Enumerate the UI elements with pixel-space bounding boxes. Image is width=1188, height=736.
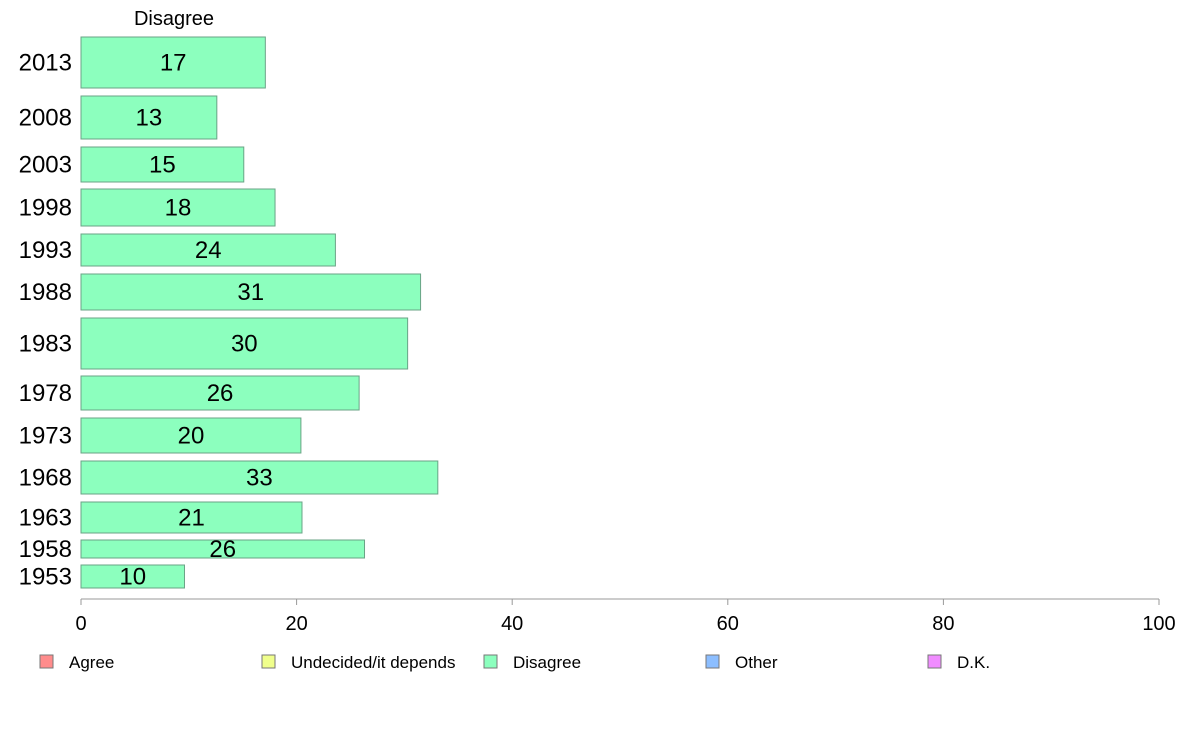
bar-2013 xyxy=(80,36,266,89)
bar-1978 xyxy=(80,375,360,411)
legend-label-4: D.K. xyxy=(957,653,990,672)
y-tick-label-1998: 1998 xyxy=(19,195,72,222)
data-label-1993: 24 xyxy=(195,237,222,264)
bar-1983 xyxy=(80,317,409,370)
x-tick-label-20: 20 xyxy=(285,613,307,635)
bar-1973 xyxy=(80,417,302,454)
panel-title: Disagree xyxy=(134,8,214,30)
bar-1953 xyxy=(80,564,185,589)
data-label-1988: 31 xyxy=(237,279,264,306)
bar-1998 xyxy=(80,188,276,227)
data-label-1978: 26 xyxy=(207,380,234,407)
y-tick-label-1983: 1983 xyxy=(19,331,72,358)
legend-swatch-0 xyxy=(39,654,54,669)
x-tick-label-40: 40 xyxy=(501,613,523,635)
y-tick-label-1988: 1988 xyxy=(19,279,72,306)
bar-1963 xyxy=(80,501,303,534)
y-tick-label-1978: 1978 xyxy=(19,380,72,407)
x-tick-label-60: 60 xyxy=(717,613,739,635)
data-label-2008: 13 xyxy=(136,105,163,132)
y-tick-label-1993: 1993 xyxy=(19,237,72,264)
legend: Agree Undecided/it depends Disagree Other D.… xyxy=(39,653,990,672)
data-label-2003: 15 xyxy=(149,152,176,179)
data-label-1973: 20 xyxy=(178,423,205,450)
bar-1993 xyxy=(80,233,336,267)
legend-label-1: Undecided/it depends xyxy=(291,653,455,672)
y-tick-label-1968: 1968 xyxy=(19,465,72,492)
data-label-1968: 33 xyxy=(246,465,273,492)
y-tick-label-2008: 2008 xyxy=(19,105,72,132)
y-tick-label-2003: 2003 xyxy=(19,152,72,179)
legend-swatch-4 xyxy=(927,654,942,669)
bar-2003 xyxy=(80,146,245,183)
bars-layer: 2013 17 2008 13 2003 15 1998 18 1993 24 1988 31 1983… xyxy=(19,36,439,591)
y-tick-label-1958: 1958 xyxy=(19,536,72,563)
legend-swatch-2 xyxy=(483,654,498,669)
x-tick-label-0: 0 xyxy=(75,613,86,635)
y-tick-label-2013: 2013 xyxy=(19,50,72,77)
x-tick-label-80: 80 xyxy=(932,613,954,635)
bar-2008 xyxy=(80,95,218,140)
x-tick-label-100: 100 xyxy=(1142,613,1175,635)
bar-1958 xyxy=(80,539,366,559)
x-axis: 0 20 40 60 80 100 xyxy=(75,598,1176,635)
data-label-2013: 17 xyxy=(160,50,187,77)
bar-1968 xyxy=(80,460,439,495)
y-tick-label-1973: 1973 xyxy=(19,423,72,450)
data-label-1998: 18 xyxy=(165,195,192,222)
y-tick-label-1963: 1963 xyxy=(19,505,72,532)
legend-label-2: Disagree xyxy=(513,653,581,672)
data-label-1963: 21 xyxy=(178,505,205,532)
y-tick-label-1953: 1953 xyxy=(19,564,72,591)
data-label-1958: 26 xyxy=(209,536,236,563)
bar-1988 xyxy=(80,273,422,311)
data-label-1983: 30 xyxy=(231,331,258,358)
legend-swatch-3 xyxy=(705,654,720,669)
data-label-1953: 10 xyxy=(119,564,146,591)
legend-label-0: Agree xyxy=(69,653,114,672)
legend-swatch-1 xyxy=(261,654,276,669)
legend-label-3: Other xyxy=(735,653,778,672)
